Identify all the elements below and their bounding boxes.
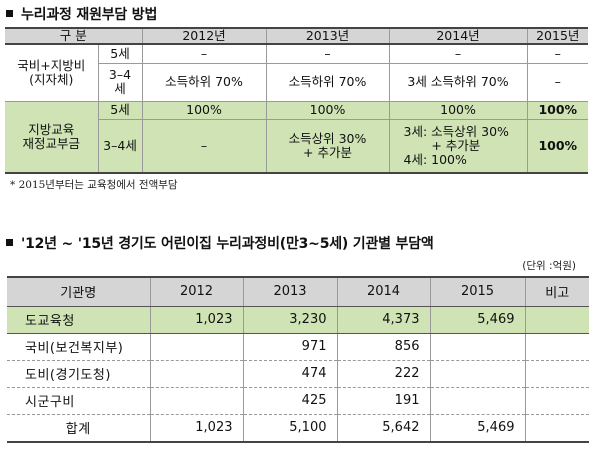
age-label: 3–4 세 <box>98 62 143 102</box>
value-cell: 971 <box>242 333 338 361</box>
value-cell: 474 <box>242 360 338 388</box>
agency-name: 도비(경기도청) <box>7 360 151 388</box>
remarks-cell <box>524 333 589 361</box>
value-cell <box>149 333 244 361</box>
table-row: 국비(보건복지부) 971 856 <box>7 333 589 361</box>
table-row: 도교육청 1,023 3,230 4,373 5,469 <box>7 306 589 334</box>
agency-name: 도교육청 <box>7 306 151 334</box>
value-cell: 4,373 <box>336 306 431 334</box>
group-edu-fund: 지방교육 재정교부금 <box>5 100 99 174</box>
cell-value: 100% <box>265 100 390 120</box>
value-cell: 3,230 <box>242 306 338 334</box>
value-cell: 1,023 <box>149 414 244 442</box>
table-row: 합계 1,023 5,100 5,642 5,469 <box>7 414 589 442</box>
cell-value: 100% <box>141 100 267 120</box>
header-2014: 2014 <box>336 277 431 307</box>
cell-value: – <box>526 62 589 102</box>
value-cell <box>429 333 526 361</box>
header-agency: 기관명 <box>7 277 151 307</box>
value-cell <box>149 387 244 415</box>
funding-method-table: 구 분 2012년 2013년 2014년 2015년 국비+지방비 (지자체)… <box>5 27 589 175</box>
value-cell: 191 <box>336 387 431 415</box>
remarks-cell <box>524 387 589 415</box>
value-cell <box>429 360 526 388</box>
footnote: * 2015년부터는 교육청에서 전액부담 <box>10 179 178 191</box>
header-category: 구 분 <box>5 28 143 46</box>
cell-value: 소득상위 30% + 추가분 <box>265 118 390 174</box>
header-year-2012: 2012년 <box>141 28 267 46</box>
value-cell <box>429 387 526 415</box>
header-2012: 2012 <box>149 277 244 307</box>
value-cell: 5,642 <box>336 414 431 442</box>
value-cell: 222 <box>336 360 431 388</box>
age-label: 3–4세 <box>98 118 143 174</box>
value-cell: 1,023 <box>149 306 244 334</box>
value-cell: 5,100 <box>242 414 338 442</box>
agency-name: 시군구비 <box>7 387 151 415</box>
value-cell: 5,469 <box>429 414 526 442</box>
remarks-cell <box>524 360 589 388</box>
header-year-2013: 2013년 <box>265 28 390 46</box>
square-bullet-icon <box>6 238 13 246</box>
value-cell: 425 <box>242 387 338 415</box>
cell-value: 3세: 소득상위 30% + 추가분 4세: 100% <box>388 118 528 174</box>
cell-value: – <box>388 43 528 64</box>
cell-value: 100% <box>526 100 589 120</box>
header-year-2015: 2015년 <box>526 28 589 46</box>
remarks-cell <box>524 306 589 334</box>
burden-by-agency-table: 기관명 2012 2013 2014 2015 비고 도교육청 1,023 3,… <box>7 276 589 443</box>
section1-title: 누리과정 재원부담 방법 <box>21 7 158 23</box>
remarks-cell <box>524 414 589 442</box>
cell-value: 소득하위 70% <box>265 62 390 102</box>
section2-title: '12년 ~ '15년 경기도 어린이집 누리과정비(만3~5세) 기관별 부담… <box>21 236 434 252</box>
section2-heading: '12년 ~ '15년 경기도 어린이집 누리과정비(만3~5세) 기관별 부담… <box>6 233 434 253</box>
value-cell: 856 <box>336 333 431 361</box>
cell-value: 3세 소득하위 70% <box>388 62 528 102</box>
agency-name: 국비(보건복지부) <box>7 333 151 361</box>
header-year-2014: 2014년 <box>388 28 528 46</box>
header-2013: 2013 <box>242 277 338 307</box>
cell-value: – <box>526 43 589 64</box>
value-cell: 5,469 <box>429 306 526 334</box>
table-row: 시군구비 425 191 <box>7 387 589 415</box>
cell-value: 소득하위 70% <box>141 62 267 102</box>
group-national-local: 국비+지방비 (지자체) <box>5 43 99 102</box>
age-label: 5세 <box>97 100 143 120</box>
total-label: 합계 <box>7 414 151 442</box>
value-cell <box>149 360 244 388</box>
age-label: 5세 <box>97 43 143 64</box>
table-row: 도비(경기도청) 474 222 <box>7 360 589 388</box>
header-remarks: 비고 <box>524 277 589 307</box>
cell-value: – <box>265 43 390 64</box>
cell-value: 100% <box>526 118 589 174</box>
cell-value: 100% <box>388 100 528 120</box>
unit-label: (단위 :억원) <box>522 260 576 272</box>
header-2015: 2015 <box>429 277 526 307</box>
cell-value: – <box>141 43 267 64</box>
square-bullet-icon <box>6 9 13 17</box>
cell-value: – <box>141 118 267 174</box>
section1-heading: 누리과정 재원부담 방법 <box>6 4 157 24</box>
